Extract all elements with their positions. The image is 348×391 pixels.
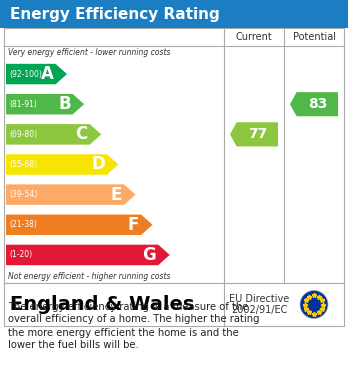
Polygon shape (6, 185, 135, 205)
Text: lower the fuel bills will be.: lower the fuel bills will be. (8, 341, 139, 350)
Text: The energy efficiency rating is a measure of the: The energy efficiency rating is a measur… (8, 301, 248, 312)
Text: (39-54): (39-54) (9, 190, 37, 199)
Circle shape (300, 291, 328, 319)
Text: G: G (142, 246, 156, 264)
Text: E: E (111, 186, 122, 204)
Text: Potential: Potential (293, 32, 335, 42)
Polygon shape (6, 64, 67, 84)
Polygon shape (230, 122, 278, 146)
Text: (55-68): (55-68) (9, 160, 37, 169)
Text: B: B (58, 95, 71, 113)
Text: (21-38): (21-38) (9, 220, 37, 229)
Text: the more energy efficient the home is and the: the more energy efficient the home is an… (8, 328, 239, 337)
Text: EU Directive: EU Directive (229, 294, 289, 303)
Polygon shape (290, 92, 338, 116)
Polygon shape (6, 215, 152, 235)
Text: (92-100): (92-100) (9, 70, 42, 79)
Text: Not energy efficient - higher running costs: Not energy efficient - higher running co… (8, 272, 171, 281)
Polygon shape (6, 94, 84, 115)
Polygon shape (6, 154, 118, 175)
Text: (81-91): (81-91) (9, 100, 37, 109)
Text: (69-80): (69-80) (9, 130, 37, 139)
Text: Very energy efficient - lower running costs: Very energy efficient - lower running co… (8, 48, 171, 57)
Bar (4, 283, 344, 326)
Text: 2002/91/EC: 2002/91/EC (231, 305, 287, 316)
Text: F: F (128, 216, 139, 234)
Text: England & Wales: England & Wales (10, 295, 195, 314)
Polygon shape (6, 124, 101, 145)
Text: A: A (41, 65, 54, 83)
Text: 77: 77 (248, 127, 267, 142)
Text: C: C (76, 126, 88, 143)
Text: overall efficiency of a home. The higher the rating: overall efficiency of a home. The higher… (8, 314, 260, 325)
Text: Energy Efficiency Rating: Energy Efficiency Rating (10, 7, 220, 22)
Text: Current: Current (236, 32, 272, 42)
Text: (1-20): (1-20) (9, 250, 32, 260)
Bar (4, 28, 344, 283)
Text: 83: 83 (308, 97, 327, 111)
Bar (0, 0, 348, 28)
Text: D: D (91, 156, 105, 174)
Polygon shape (6, 245, 170, 265)
